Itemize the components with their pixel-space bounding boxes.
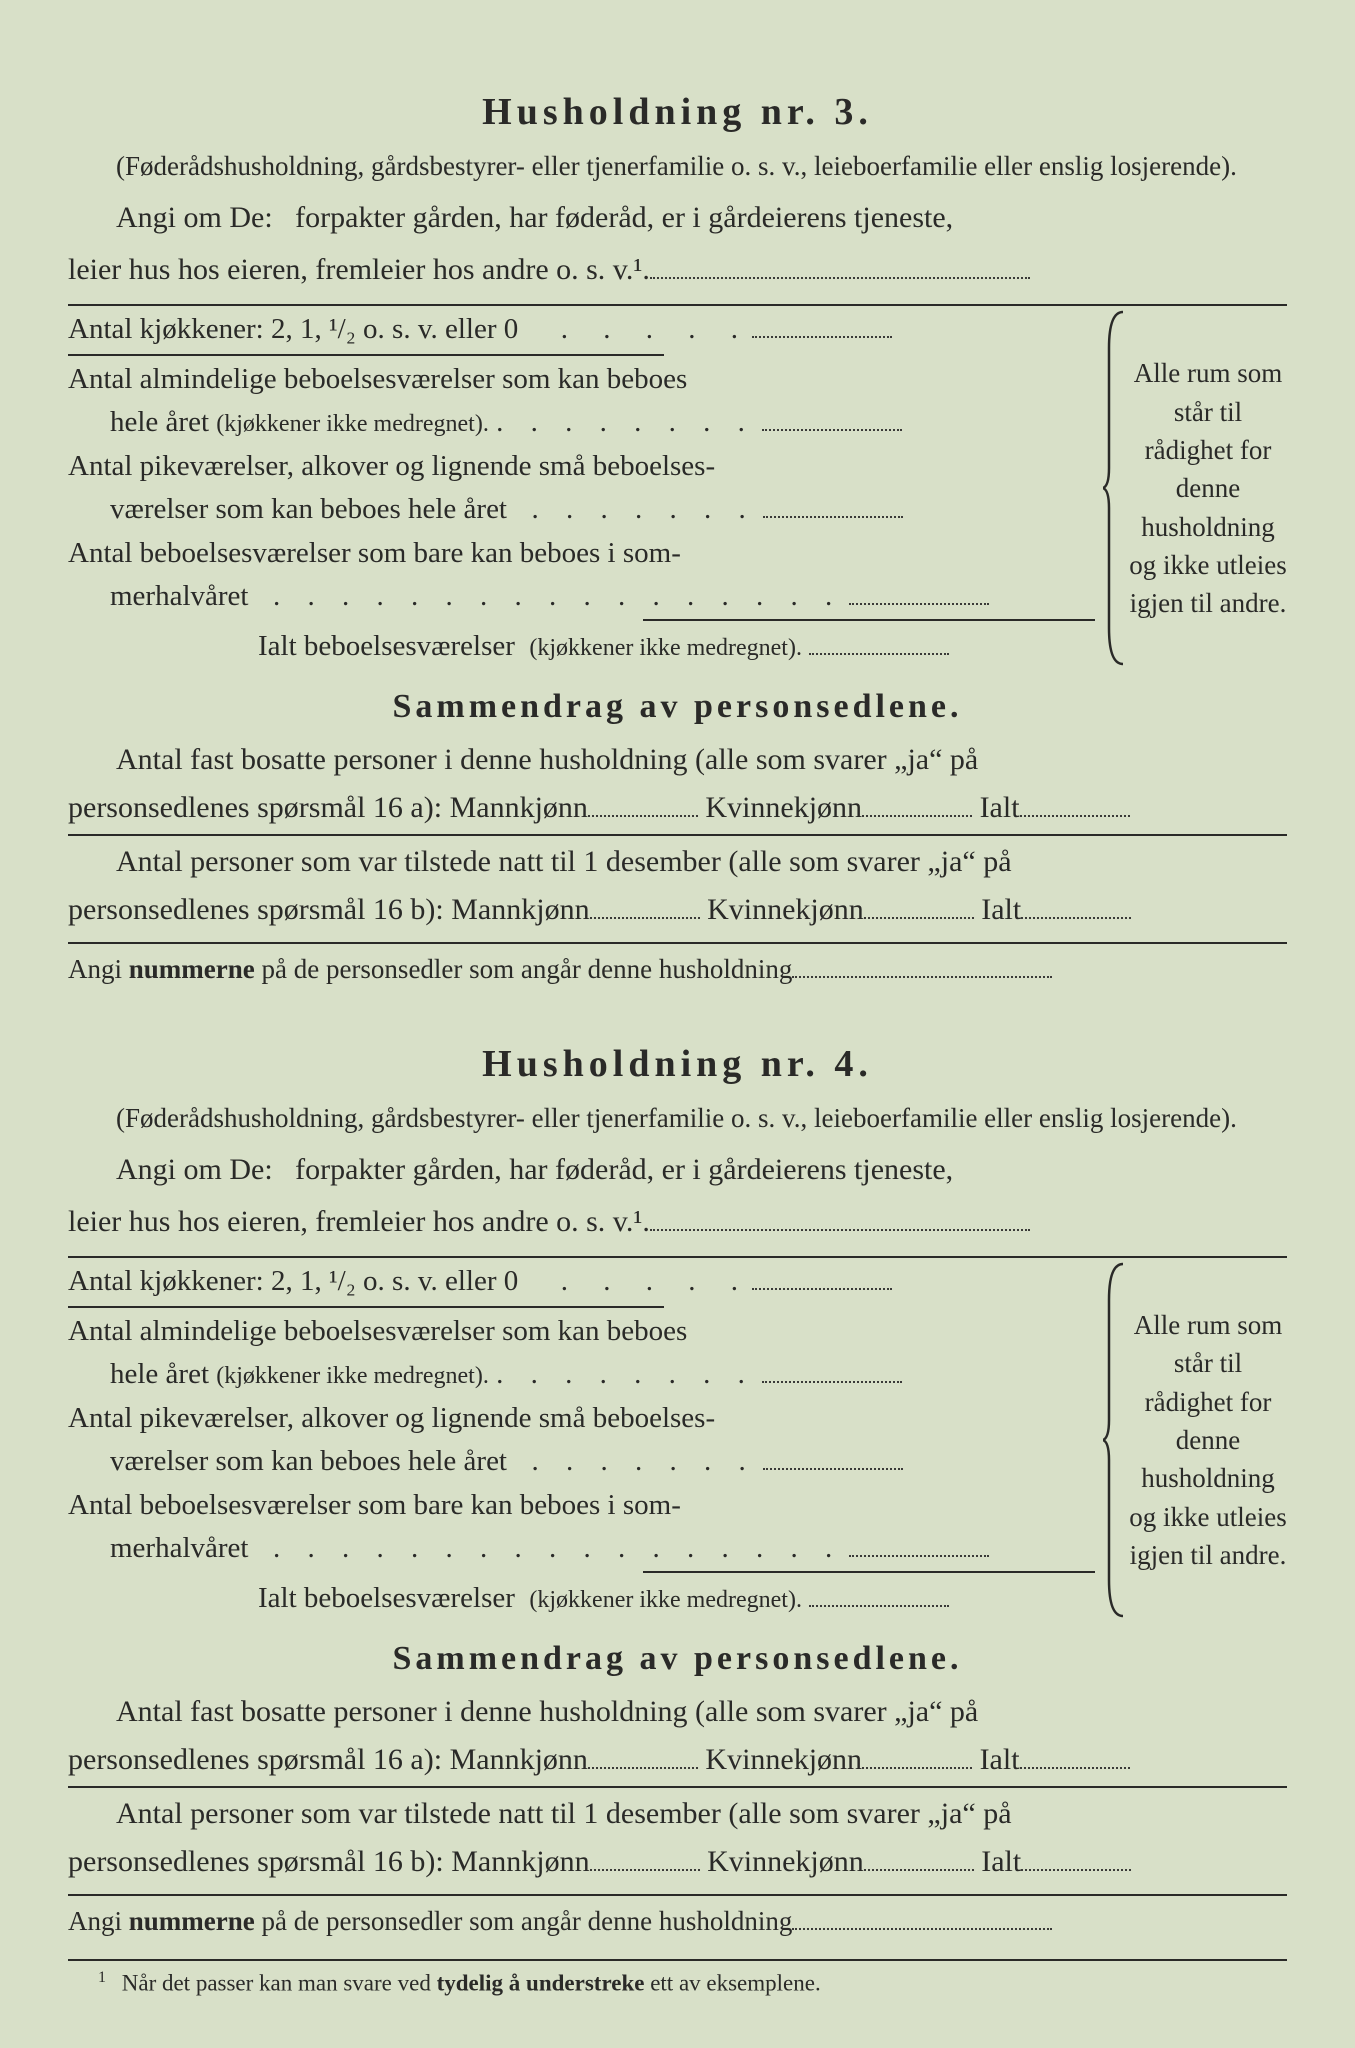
angi-text: forpakter gården, har føderåd, er i gård…: [295, 201, 953, 234]
blank-mann[interactable]: [588, 1767, 698, 1769]
summary-title: Sammendrag av personsedlene.: [68, 688, 1287, 726]
blank-ialt[interactable]: [1020, 815, 1130, 817]
household-section-4: Husholdning nr. 4. (Føderådshusholdning,…: [68, 1042, 1287, 1944]
blank-total[interactable]: [809, 653, 949, 655]
blank-small-rooms[interactable]: [763, 516, 903, 518]
angi-nummer: Angi nummerne på de personsedler som ang…: [68, 1894, 1287, 1943]
angi-nummer: Angi nummerne på de personsedler som ang…: [68, 942, 1287, 991]
summary-q2b: personsedlenes spørsmål 16 b): Mannkjønn…: [68, 886, 1287, 934]
blank-summer-rooms[interactable]: [849, 1555, 989, 1557]
room-q3: Antal pikeværelser, alkover og lignende …: [68, 1397, 1095, 1484]
household-section-3: Husholdning nr. 3. (Føderådshusholdning,…: [68, 90, 1287, 992]
rooms-section: Antal kjøkkener: 2, 1, ¹/₂ o. s. v. elle…: [68, 308, 1287, 668]
room-total: Ialt beboelsesværelser (kjøkkener ikke m…: [68, 625, 1095, 669]
household-subtitle: (Føderådshusholdning, gårdsbestyrer- ell…: [68, 1100, 1287, 1136]
blank-total[interactable]: [809, 1605, 949, 1607]
household-title: Husholdning nr. 4.: [68, 1042, 1287, 1086]
divider: [68, 1306, 664, 1308]
summary-q1a: Antal fast bosatte personer i denne hush…: [68, 1688, 1287, 1736]
room-q2: Antal almindelige beboelsesværelser som …: [68, 358, 1095, 445]
blank-kitchen[interactable]: [752, 1288, 892, 1290]
room-q4: Antal beboelsesværelser som bare kan beb…: [68, 1484, 1095, 1571]
summary-q1b: personsedlenes spørsmål 16 a): Mannkjønn…: [68, 784, 1287, 832]
room-q2: Antal almindelige beboelsesværelser som …: [68, 1310, 1095, 1397]
room-q4: Antal beboelsesværelser som bare kan beb…: [68, 532, 1095, 619]
household-subtitle: (Føderådshusholdning, gårdsbestyrer- ell…: [68, 148, 1287, 184]
blank-kvinne[interactable]: [862, 815, 972, 817]
blank-kitchen[interactable]: [752, 336, 892, 338]
brace-icon: [1103, 1260, 1127, 1620]
rooms-questions: Antal kjøkkener: 2, 1, ¹/₂ o. s. v. elle…: [68, 308, 1095, 668]
divider: [643, 619, 1095, 621]
angi-line-1: Angi om De: forpakter gården, har føderå…: [68, 194, 1287, 242]
angi-text: forpakter gården, har føderåd, er i gård…: [295, 1153, 953, 1186]
blank-summer-rooms[interactable]: [849, 603, 989, 605]
divider: [68, 1256, 1287, 1258]
blank-mann-2[interactable]: [590, 917, 700, 919]
summary-q1b: personsedlenes spørsmål 16 a): Mannkjønn…: [68, 1736, 1287, 1784]
blank-ialt[interactable]: [1020, 1767, 1130, 1769]
blank-ialt-2[interactable]: [1021, 917, 1131, 919]
rooms-questions: Antal kjøkkener: 2, 1, ¹/₂ o. s. v. elle…: [68, 1260, 1095, 1620]
angi-prefix: Angi om De:: [116, 1153, 273, 1186]
divider: [68, 834, 1287, 836]
rooms-side-note: Alle rum som står til rådighet for denne…: [1107, 308, 1287, 668]
blank-kvinne[interactable]: [862, 1767, 972, 1769]
angi-prefix: Angi om De:: [116, 201, 273, 234]
angi-line-2: leier hus hos eieren, fremleier hos andr…: [68, 246, 1287, 294]
footnote: 1 Når det passer kan man svare ved tydel…: [68, 1959, 1287, 1997]
blank-small-rooms[interactable]: [763, 1468, 903, 1470]
summary-q2b: personsedlenes spørsmål 16 b): Mannkjønn…: [68, 1838, 1287, 1886]
room-q1: Antal kjøkkener: 2, 1, ¹/₂ o. s. v. elle…: [68, 1260, 1095, 1304]
blank-ialt-2[interactable]: [1021, 1869, 1131, 1871]
blank-fill[interactable]: [650, 277, 1030, 279]
divider: [68, 1786, 1287, 1788]
rooms-side-note: Alle rum som står til rådighet for denne…: [1107, 1260, 1287, 1620]
brace-icon: [1103, 308, 1127, 668]
blank-numbers[interactable]: [792, 976, 1052, 978]
blank-mann[interactable]: [588, 815, 698, 817]
angi-line-1: Angi om De: forpakter gården, har føderå…: [68, 1146, 1287, 1194]
summary-q2a: Antal personer som var tilstede natt til…: [68, 838, 1287, 886]
census-form-page: Husholdning nr. 3. (Føderådshusholdning,…: [68, 90, 1287, 1997]
summary-q2a: Antal personer som var tilstede natt til…: [68, 1790, 1287, 1838]
household-title: Husholdning nr. 3.: [68, 90, 1287, 134]
summary-q1a: Antal fast bosatte personer i denne hush…: [68, 736, 1287, 784]
room-q3: Antal pikeværelser, alkover og lignende …: [68, 445, 1095, 532]
divider: [68, 354, 664, 356]
angi-line-2: leier hus hos eieren, fremleier hos andr…: [68, 1198, 1287, 1246]
blank-rooms[interactable]: [762, 1381, 902, 1383]
room-total: Ialt beboelsesværelser (kjøkkener ikke m…: [68, 1577, 1095, 1621]
blank-kvinne-2[interactable]: [864, 917, 974, 919]
blank-kvinne-2[interactable]: [864, 1869, 974, 1871]
rooms-section: Antal kjøkkener: 2, 1, ¹/₂ o. s. v. elle…: [68, 1260, 1287, 1620]
blank-rooms[interactable]: [762, 429, 902, 431]
summary-title: Sammendrag av personsedlene.: [68, 1640, 1287, 1678]
blank-numbers[interactable]: [792, 1928, 1052, 1930]
divider: [643, 1571, 1095, 1573]
room-q1: Antal kjøkkener: 2, 1, ¹/₂ o. s. v. elle…: [68, 308, 1095, 352]
blank-mann-2[interactable]: [590, 1869, 700, 1871]
divider: [68, 304, 1287, 306]
blank-fill[interactable]: [650, 1229, 1030, 1231]
